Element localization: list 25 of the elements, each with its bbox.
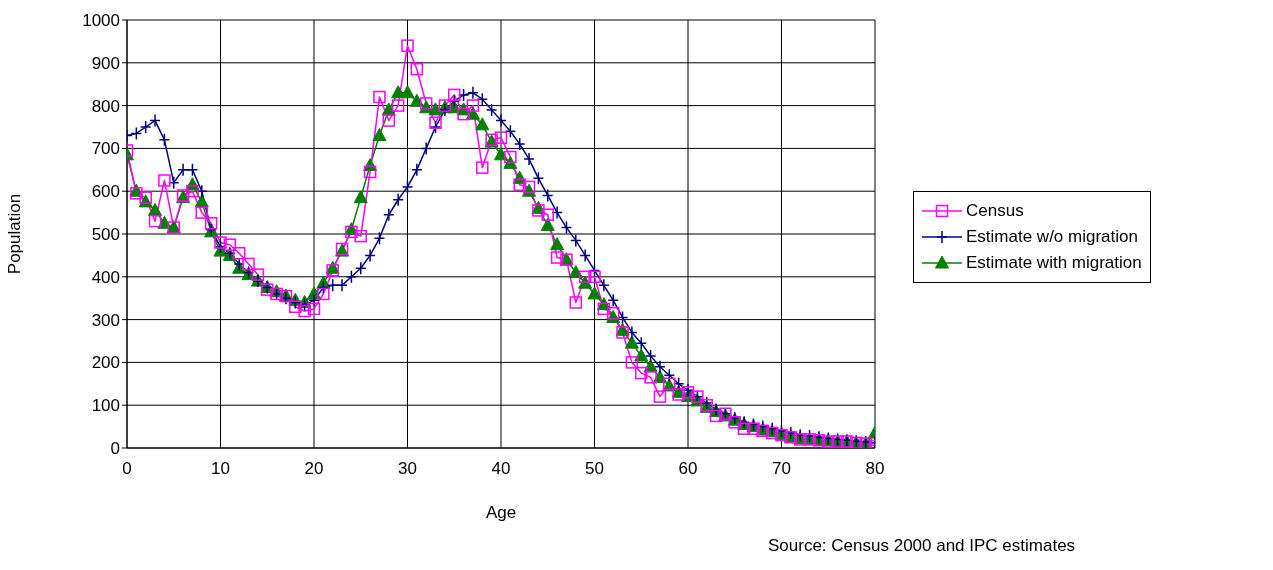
x-tick-label: 60 bbox=[678, 459, 698, 479]
y-tick-label: 300 bbox=[91, 310, 120, 330]
x-axis-title: Age bbox=[485, 503, 517, 522]
source-note: Source: Census 2000 and IPC estimates bbox=[768, 536, 1076, 556]
x-tick-label: 10 bbox=[211, 459, 230, 479]
y-tick-label: 800 bbox=[91, 96, 120, 116]
legend-label: Estimate with migration bbox=[966, 253, 1142, 273]
y-tick-label: 500 bbox=[91, 225, 120, 245]
y-axis-title: Population bbox=[5, 193, 25, 275]
x-tick-label: 70 bbox=[772, 459, 791, 479]
legend-label: Estimate w/o migration bbox=[966, 227, 1138, 247]
legend-label: Census bbox=[966, 201, 1024, 221]
x-tick-label: 50 bbox=[585, 459, 604, 479]
y-tick-label: 900 bbox=[91, 53, 120, 73]
x-tick-label: 80 bbox=[865, 459, 885, 479]
y-tick-label: 1000 bbox=[82, 11, 120, 31]
y-tick-label: 0 bbox=[110, 439, 120, 459]
x-tick-label: 30 bbox=[398, 459, 417, 479]
y-tick-label: 200 bbox=[91, 353, 120, 373]
x-tick-label: 20 bbox=[304, 459, 324, 479]
x-tick-label: 40 bbox=[491, 459, 511, 479]
y-tick-label: 700 bbox=[91, 139, 120, 159]
y-tick-label: 400 bbox=[91, 267, 120, 287]
y-tick-label: 100 bbox=[91, 396, 120, 416]
y-tick-label: 600 bbox=[91, 182, 120, 202]
